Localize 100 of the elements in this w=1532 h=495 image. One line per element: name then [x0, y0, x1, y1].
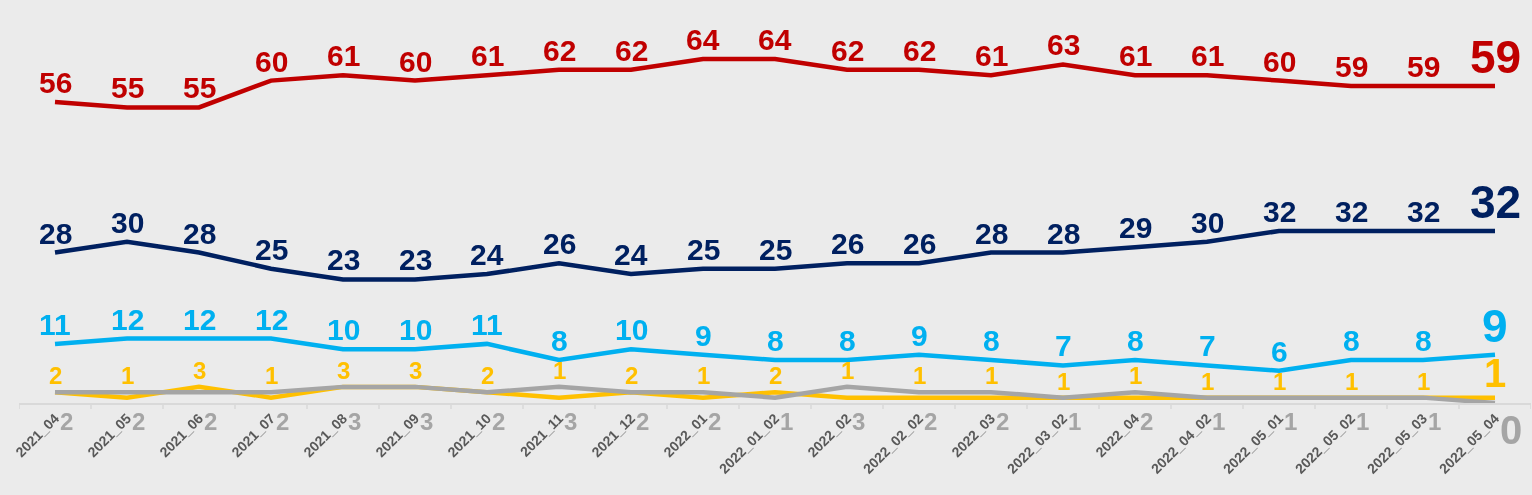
data-label: 11 — [471, 308, 503, 341]
data-label: 6 — [1271, 335, 1288, 368]
data-label: 28 — [39, 217, 73, 250]
data-label: 59 — [1335, 50, 1369, 83]
data-label: 1 — [1284, 408, 1298, 435]
data-label: 0 — [1500, 408, 1523, 452]
data-label: 3 — [337, 357, 351, 384]
data-label: 61 — [1191, 39, 1225, 72]
data-label: 28 — [1047, 217, 1081, 250]
data-label: 1 — [841, 357, 855, 384]
data-label: 8 — [983, 324, 1000, 357]
data-label: 3 — [852, 408, 866, 435]
data-label: 1 — [1484, 351, 1507, 395]
data-label: 1 — [1356, 408, 1370, 435]
data-label: 32 — [1407, 195, 1441, 228]
data-label: 61 — [975, 39, 1009, 72]
data-label: 30 — [111, 206, 145, 239]
data-label: 2 — [60, 408, 74, 435]
data-label: 2 — [708, 408, 722, 435]
data-label: 55 — [111, 71, 145, 104]
data-label: 64 — [758, 23, 792, 56]
data-label: 24 — [470, 238, 504, 271]
data-label: 1 — [265, 362, 279, 389]
data-label: 2 — [132, 408, 146, 435]
data-label: 2 — [1140, 408, 1154, 435]
data-label: 60 — [255, 45, 289, 78]
data-label: 8 — [1415, 324, 1432, 357]
data-label: 61 — [1119, 39, 1153, 72]
data-label: 30 — [1191, 206, 1225, 239]
data-label: 59 — [1407, 50, 1441, 83]
data-label: 8 — [839, 324, 856, 357]
data-label: 11 — [39, 308, 71, 341]
data-label: 60 — [399, 45, 433, 78]
data-label: 25 — [759, 233, 793, 266]
data-label: 24 — [614, 238, 648, 271]
data-label: 32 — [1470, 176, 1522, 228]
data-label: 2 — [492, 408, 506, 435]
data-label: 2 — [481, 362, 495, 389]
data-label: 62 — [831, 34, 865, 67]
data-label: 1 — [1212, 408, 1226, 435]
data-label: 10 — [399, 313, 433, 346]
data-label: 62 — [543, 34, 577, 67]
data-label: 56 — [39, 66, 73, 99]
data-label: 1 — [1428, 408, 1442, 435]
data-label: 23 — [327, 243, 361, 276]
data-label: 1 — [697, 362, 711, 389]
data-label: 10 — [327, 313, 361, 346]
data-label: 2 — [204, 408, 218, 435]
data-label: 2 — [769, 362, 783, 389]
data-label: 1 — [553, 357, 567, 384]
data-label: 59 — [1470, 31, 1522, 83]
data-label: 1 — [913, 362, 927, 389]
data-label: 1 — [1273, 368, 1287, 395]
data-label: 1 — [1068, 408, 1082, 435]
data-label: 32 — [1263, 195, 1297, 228]
data-label: 9 — [911, 319, 928, 352]
data-label: 1 — [1201, 368, 1215, 395]
data-label: 7 — [1055, 329, 1072, 362]
data-label: 8 — [1127, 324, 1144, 357]
data-label: 7 — [1199, 329, 1216, 362]
data-label: 28 — [975, 217, 1009, 250]
data-label: 64 — [686, 23, 720, 56]
data-label: 12 — [183, 303, 217, 336]
data-label: 26 — [543, 227, 577, 260]
data-label: 26 — [831, 227, 865, 260]
data-label: 26 — [903, 227, 937, 260]
data-label: 3 — [409, 357, 423, 384]
data-label: 25 — [255, 233, 289, 266]
data-label: 1 — [1345, 368, 1359, 395]
data-label: 61 — [471, 39, 505, 72]
data-label: 55 — [183, 71, 217, 104]
data-label: 62 — [903, 34, 937, 67]
data-label: 2 — [276, 408, 290, 435]
data-label: 32 — [1335, 195, 1369, 228]
data-label: 1 — [1129, 362, 1143, 389]
data-label: 8 — [1343, 324, 1360, 357]
data-label: 2 — [996, 408, 1010, 435]
data-label: 2 — [625, 362, 639, 389]
data-label: 25 — [687, 233, 721, 266]
data-label: 1 — [780, 408, 794, 435]
data-label: 60 — [1263, 45, 1297, 78]
data-label: 10 — [615, 313, 649, 346]
data-label: 2 — [924, 408, 938, 435]
data-label: 3 — [193, 357, 207, 384]
data-label: 62 — [615, 34, 649, 67]
data-label: 9 — [1482, 300, 1508, 352]
data-label: 63 — [1047, 28, 1081, 61]
data-label: 23 — [399, 243, 433, 276]
data-label: 2 — [49, 362, 63, 389]
data-label: 3 — [348, 408, 362, 435]
data-label: 8 — [767, 324, 784, 357]
data-label: 3 — [564, 408, 578, 435]
data-label: 9 — [695, 319, 712, 352]
data-label: 12 — [255, 303, 289, 336]
data-label: 1 — [1417, 368, 1431, 395]
data-label: 3 — [420, 408, 434, 435]
data-label: 61 — [327, 39, 361, 72]
data-label: 29 — [1119, 211, 1153, 244]
data-label: 28 — [183, 217, 217, 250]
data-label: 2 — [636, 408, 650, 435]
